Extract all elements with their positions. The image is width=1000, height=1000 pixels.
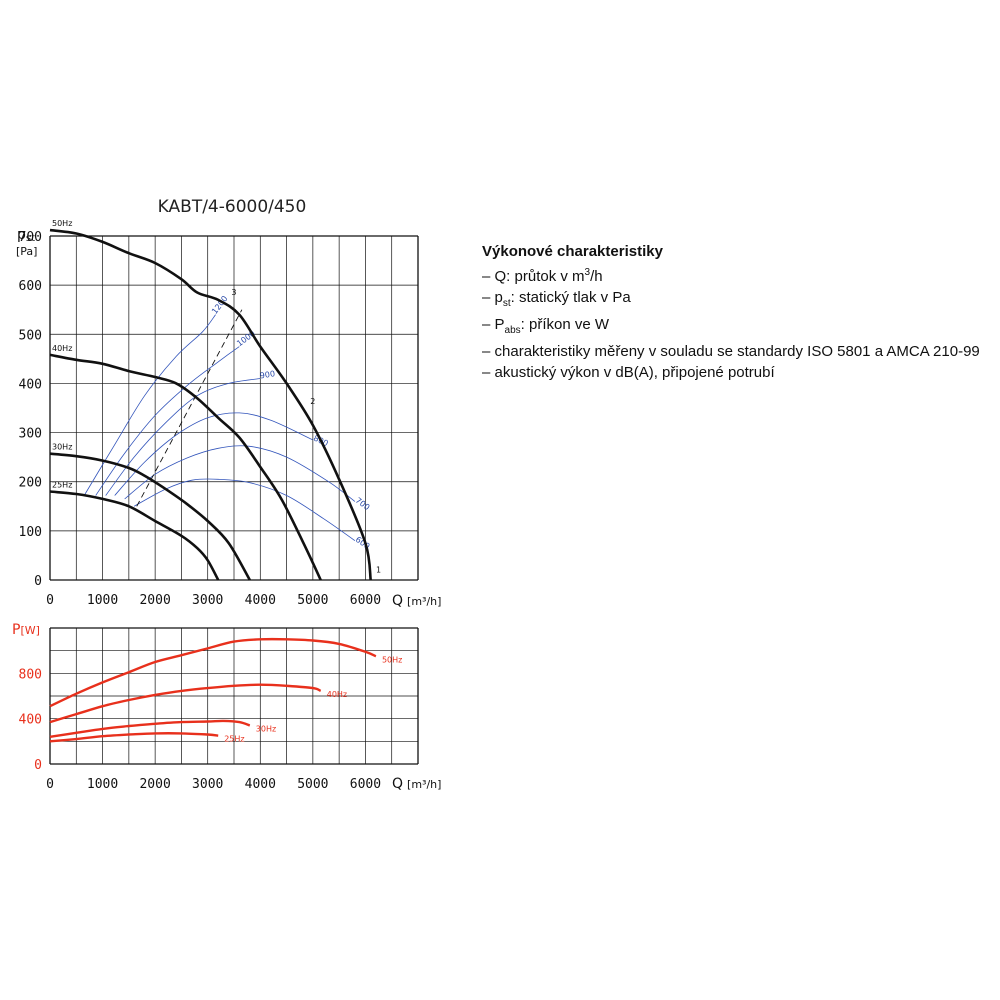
- legend-item: – pst: statický tlak v Pa: [482, 289, 631, 309]
- y-tick-label: 200: [19, 476, 42, 491]
- power-curve: [49, 637, 377, 708]
- x-tick-label: 3000: [192, 777, 223, 792]
- y-tick-label: 0: [34, 758, 42, 773]
- power-axis-label: P[W]: [12, 622, 40, 638]
- legend-list: – Q: průtok v m3/h – pst: statický tlak v…: [482, 262, 997, 383]
- x-tick-label: 6000: [350, 777, 381, 792]
- legend-title: Výkonové charakteristiky: [482, 243, 663, 260]
- y-tick-label: 600: [19, 279, 42, 294]
- legend-item: – akustický výkon v dB(A), připojené pot…: [482, 364, 775, 381]
- pressure-y-ticks: 0 100 200 300 400 500 600 700: [19, 230, 42, 589]
- power-x-ticks: 0 1000 2000 3000 4000 5000 6000: [46, 777, 381, 792]
- efficiency-curve: [124, 445, 356, 502]
- series-label: 40Hz: [52, 344, 72, 353]
- pressure-curve: [49, 490, 220, 581]
- x-tick-label: 2000: [139, 777, 170, 792]
- power-curve: [49, 732, 219, 743]
- pressure-curve: [49, 353, 322, 581]
- x-tick-label: 4000: [245, 593, 276, 608]
- y-tick-label: 0: [34, 574, 42, 589]
- x-tick-label: 1000: [87, 593, 118, 608]
- efficiency-curve: [105, 378, 261, 496]
- power-series-label: 30Hz: [256, 724, 276, 733]
- x-tick-label: 3000: [192, 593, 223, 608]
- system-dashed-line: [136, 309, 243, 507]
- x-tick-label: 5000: [297, 593, 328, 608]
- efficiency-curve: [83, 314, 216, 496]
- x-tick-label: 6000: [350, 593, 381, 608]
- power-series-label: 40Hz: [327, 690, 347, 699]
- x-tick-label: 0: [46, 593, 54, 608]
- series-label: 30Hz: [52, 443, 72, 452]
- x-tick-label: 1000: [87, 777, 118, 792]
- power-y-ticks: 0 400 800: [19, 667, 42, 773]
- pressure-grid: [49, 235, 419, 581]
- legend-panel: Výkonové charakteristiky – Q: průtok v m…: [482, 241, 997, 383]
- power-series-label: 50Hz: [382, 655, 402, 664]
- y-tick-label: 400: [19, 377, 42, 392]
- y-tick-label: 400: [19, 713, 42, 728]
- pressure-curve: [49, 228, 372, 581]
- efficiency-label: 700: [354, 496, 372, 512]
- flow-axis-label-lower: Q [m³/h]: [392, 776, 441, 792]
- legend-item: – charakteristiky měřeny v souladu se st…: [482, 343, 980, 360]
- pressure-x-ticks: 0 1000 2000 3000 4000 5000 6000: [46, 593, 381, 608]
- x-tick-label: 0: [46, 777, 54, 792]
- pressure-curve: [49, 452, 251, 581]
- system-line-number: 2: [310, 397, 315, 406]
- system-line-number: 3: [231, 288, 236, 297]
- y-tick-label: 100: [19, 525, 42, 540]
- y-tick-label: 800: [19, 667, 42, 682]
- chart-title: KABT/4-6000/450: [158, 197, 307, 217]
- y-tick-label: 700: [19, 230, 42, 245]
- power-curve: [49, 683, 322, 724]
- pressure-series: 50Hz 40Hz 30Hz 25Hz: [49, 219, 372, 581]
- x-tick-label: 4000: [245, 777, 276, 792]
- legend-item: – Pabs: příkon ve W: [482, 316, 609, 336]
- system-line-labels: 1 2 3: [231, 288, 381, 575]
- series-label: 50Hz: [52, 219, 72, 228]
- pressure-axis-symbol: pst: [17, 227, 35, 244]
- power-series: 50Hz 40Hz 30Hz 25Hz: [49, 637, 402, 744]
- efficiency-curve: [133, 478, 356, 542]
- series-label: 25Hz: [52, 481, 72, 490]
- efficiency-curve: [114, 412, 314, 496]
- x-tick-label: 5000: [297, 777, 328, 792]
- pressure-axis-unit: [Pa]: [16, 245, 37, 258]
- efficiency-label: 900: [259, 369, 275, 380]
- flow-axis-label-upper: Q [m³/h]: [392, 593, 441, 609]
- power-curve: [49, 719, 251, 738]
- x-tick-label: 2000: [139, 593, 170, 608]
- legend-item: – Q: průtok v m3/h: [482, 267, 603, 285]
- system-line-number: 1: [376, 566, 381, 575]
- efficiency-curve: [95, 346, 240, 496]
- power-series-label: 25Hz: [224, 735, 244, 744]
- y-tick-label: 500: [19, 328, 42, 343]
- y-tick-label: 300: [19, 427, 42, 442]
